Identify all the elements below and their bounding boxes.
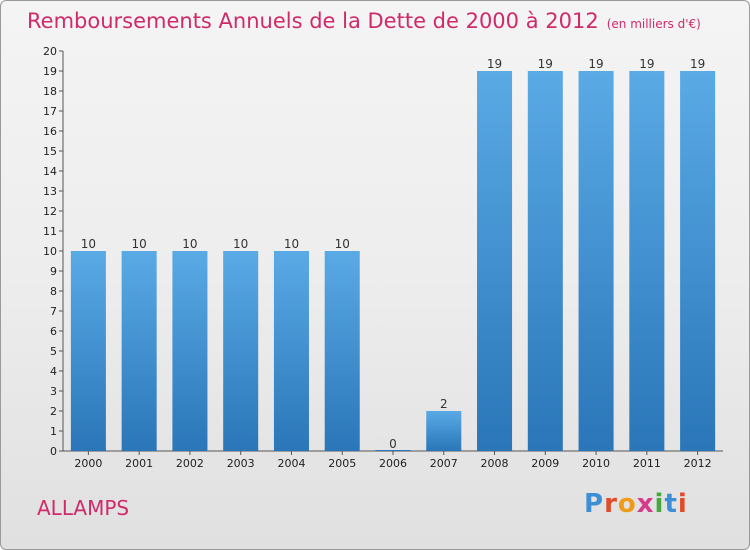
- logo-letter: P: [584, 489, 605, 519]
- y-tick-label: 20: [43, 45, 57, 58]
- data-label-2000: 10: [81, 237, 96, 251]
- y-tick-label: 10: [43, 245, 57, 258]
- bar-2002: [172, 251, 208, 451]
- data-label-2008: 19: [487, 57, 502, 71]
- data-label-2001: 10: [132, 237, 147, 251]
- y-tick-label: 1: [50, 425, 57, 438]
- y-tick-label: 7: [50, 305, 57, 318]
- proxiti-logo: Proxiti: [584, 489, 688, 519]
- data-labels: 10 10 10 10 10 10 0 2 19 19 19 19 19: [81, 57, 706, 451]
- y-tick-label: 8: [50, 285, 57, 298]
- bar-2007: [426, 411, 462, 451]
- x-tick-label: 2011: [633, 457, 661, 470]
- bar-2003: [223, 251, 259, 451]
- bar-2004: [273, 251, 309, 451]
- data-label-2009: 19: [538, 57, 553, 71]
- bar-2012: [680, 71, 716, 451]
- y-tick-label: 2: [50, 405, 57, 418]
- y-tick-label: 3: [50, 385, 57, 398]
- commune-name: ALLAMPS: [37, 496, 130, 520]
- chart-title-text: Remboursements Annuels de la Dette de 20…: [27, 9, 599, 33]
- x-tick-label: 2001: [125, 457, 153, 470]
- x-tick-label: 2003: [227, 457, 255, 470]
- x-tick-label: 2000: [74, 457, 102, 470]
- x-tick-label: 2009: [531, 457, 559, 470]
- bar-2010: [578, 71, 614, 451]
- y-tick-label: 12: [43, 205, 57, 218]
- y-tick-label: 0: [50, 445, 57, 458]
- x-tick-label: 2012: [684, 457, 712, 470]
- data-label-2002: 10: [182, 237, 197, 251]
- y-tick-label: 11: [43, 225, 57, 238]
- data-label-2011: 19: [639, 57, 654, 71]
- chart-title: Remboursements Annuels de la Dette de 20…: [27, 9, 701, 33]
- x-tick-label: 2006: [379, 457, 407, 470]
- logo-letter: i: [654, 489, 665, 519]
- logo-letter: o: [617, 489, 637, 519]
- logo-letter: t: [664, 489, 678, 519]
- bar-2000: [70, 251, 106, 451]
- bar-2008: [477, 71, 513, 451]
- y-tick-label: 14: [43, 165, 57, 178]
- y-tick-label: 6: [50, 325, 57, 338]
- x-tick-label: 2005: [328, 457, 356, 470]
- data-label-2005: 10: [335, 237, 350, 251]
- chart-subtitle: (en milliers d'€): [606, 17, 701, 31]
- data-label-2006: 0: [389, 437, 397, 451]
- data-label-2010: 19: [588, 57, 603, 71]
- data-label-2007: 2: [440, 397, 448, 411]
- y-tick-label: 15: [43, 145, 57, 158]
- y-tick-label: 17: [43, 105, 57, 118]
- x-tick-label: 2008: [481, 457, 509, 470]
- y-tick-label: 16: [43, 125, 57, 138]
- x-tick-label: 2010: [582, 457, 610, 470]
- logo-letter: i: [677, 489, 688, 519]
- y-tick-label: 9: [50, 265, 57, 278]
- y-tick-label: 19: [43, 65, 57, 78]
- bars: [70, 71, 716, 451]
- y-tick-label: 18: [43, 85, 57, 98]
- x-tick-label: 2002: [176, 457, 204, 470]
- data-label-2012: 19: [690, 57, 705, 71]
- data-label-2004: 10: [284, 237, 299, 251]
- y-tick-label: 4: [50, 365, 57, 378]
- x-tick-label: 2004: [277, 457, 305, 470]
- bar-2009: [527, 71, 563, 451]
- data-label-2003: 10: [233, 237, 248, 251]
- y-tick-label: 13: [43, 185, 57, 198]
- x-tick-label: 2007: [430, 457, 458, 470]
- y-tick-label: 5: [50, 345, 57, 358]
- bar-2011: [629, 71, 665, 451]
- logo-letter: x: [636, 489, 655, 519]
- bar-2001: [121, 251, 157, 451]
- logo-letter: r: [604, 489, 618, 519]
- bar-2005: [324, 251, 360, 451]
